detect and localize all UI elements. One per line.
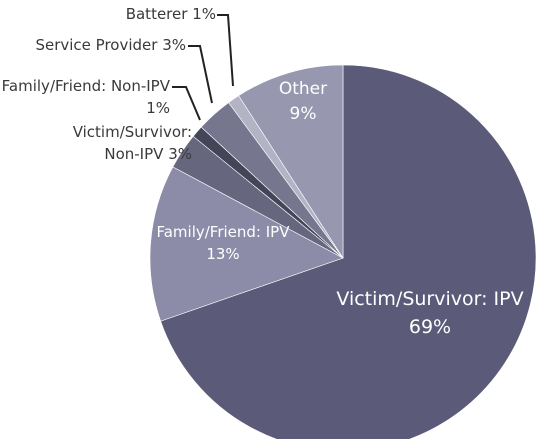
category-label: Other [278, 79, 328, 99]
slice-label: Service Provider 3% [0, 35, 186, 57]
slice-label: Family/Friend: Non-IPV 1% [0, 76, 170, 120]
leader-line [172, 86, 201, 121]
slice-label: Family/Friend: IPV 13% [148, 222, 298, 266]
pie-slice [160, 64, 537, 439]
value-label: 3% [168, 144, 192, 163]
leader-line [217, 14, 234, 87]
value-label: 69% [408, 315, 452, 338]
value-label: 1% [192, 5, 216, 23]
slice-label: Victim/Survivor: IPV 69% [325, 286, 535, 341]
slice-label: Other 9% [268, 77, 338, 126]
category-label: Family/Friend: Non-IPV [1, 77, 170, 95]
value-label: 3% [162, 36, 186, 54]
category-label: Victim/Survivor: Non-IPV [72, 123, 192, 163]
category-label: Batterer [125, 5, 188, 23]
value-label: 13% [206, 244, 240, 263]
pie-slice [238, 64, 344, 260]
slice-label: Batterer 1% [60, 4, 216, 26]
category-label: Victim/Survivor: IPV [336, 288, 524, 310]
category-label: Family/Friend: IPV [156, 223, 290, 241]
value-label: 1% [146, 98, 170, 117]
value-label: 9% [289, 103, 317, 124]
leader-line [188, 45, 213, 104]
pie-slice [149, 166, 344, 322]
category-label: Service Provider [35, 36, 158, 54]
slice-label: Victim/Survivor: Non-IPV 3% [40, 122, 192, 166]
